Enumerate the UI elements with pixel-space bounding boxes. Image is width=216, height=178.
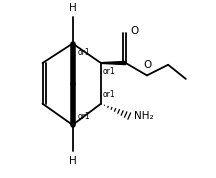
Text: O: O: [144, 60, 152, 70]
Text: NH₂: NH₂: [134, 111, 153, 121]
Text: or1: or1: [103, 67, 115, 76]
Text: H: H: [69, 3, 76, 13]
Text: or1: or1: [103, 90, 115, 99]
Text: or1: or1: [78, 112, 91, 121]
Text: H: H: [69, 156, 76, 166]
Text: or1: or1: [78, 48, 91, 57]
Text: O: O: [130, 26, 138, 36]
Polygon shape: [101, 61, 126, 65]
